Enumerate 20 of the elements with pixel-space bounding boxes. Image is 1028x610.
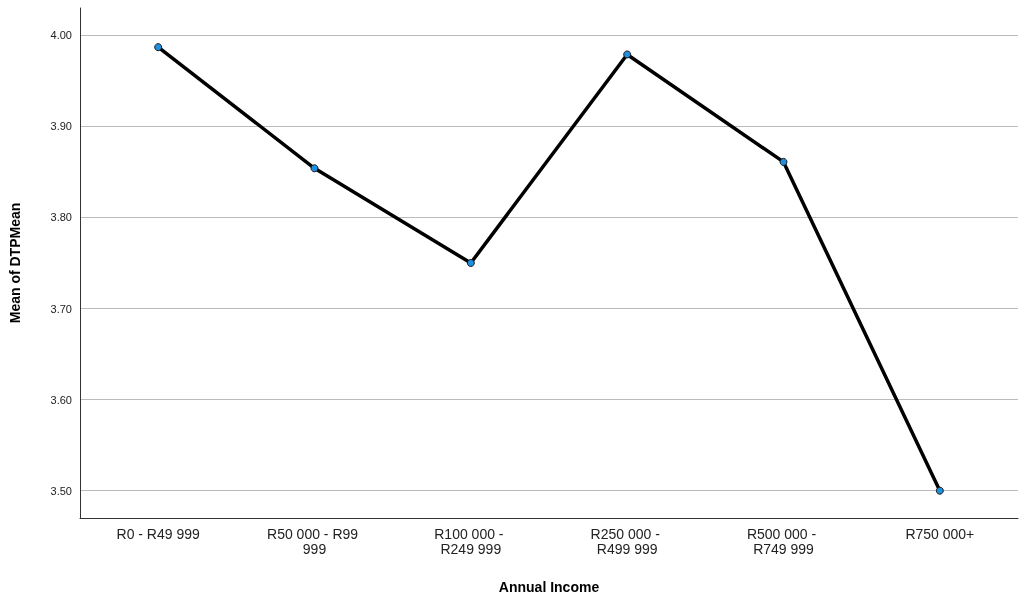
point [935, 486, 944, 495]
y-tick-label: 4.00 [50, 29, 72, 42]
x-tick-label: R500 000 - R749 999 [746, 525, 821, 557]
x-tick-label: R100 000 - R249 999 [434, 525, 508, 557]
point [623, 50, 632, 59]
y-tick-label: 3.50 [50, 484, 72, 497]
x-tick-label: R250 000 - R499 999 [590, 525, 664, 557]
x-axis-title: Annual Income [498, 579, 600, 595]
y-tick-label: 3.70 [50, 302, 72, 315]
y-tick-label: 3.90 [50, 120, 72, 133]
point [310, 164, 319, 173]
point [154, 43, 163, 52]
x-tick-label: R0 - R49 999 [116, 525, 201, 542]
x-tick-label: R750 000+ [905, 525, 975, 542]
y-tick-label: 3.80 [50, 211, 72, 224]
x-tick-label: R50 000 - R99 999 [267, 525, 362, 557]
point [466, 259, 475, 267]
y-tick-label: 3.60 [50, 393, 72, 406]
y-axis-title: Mean of DTPMean [7, 202, 23, 324]
point [779, 157, 788, 166]
